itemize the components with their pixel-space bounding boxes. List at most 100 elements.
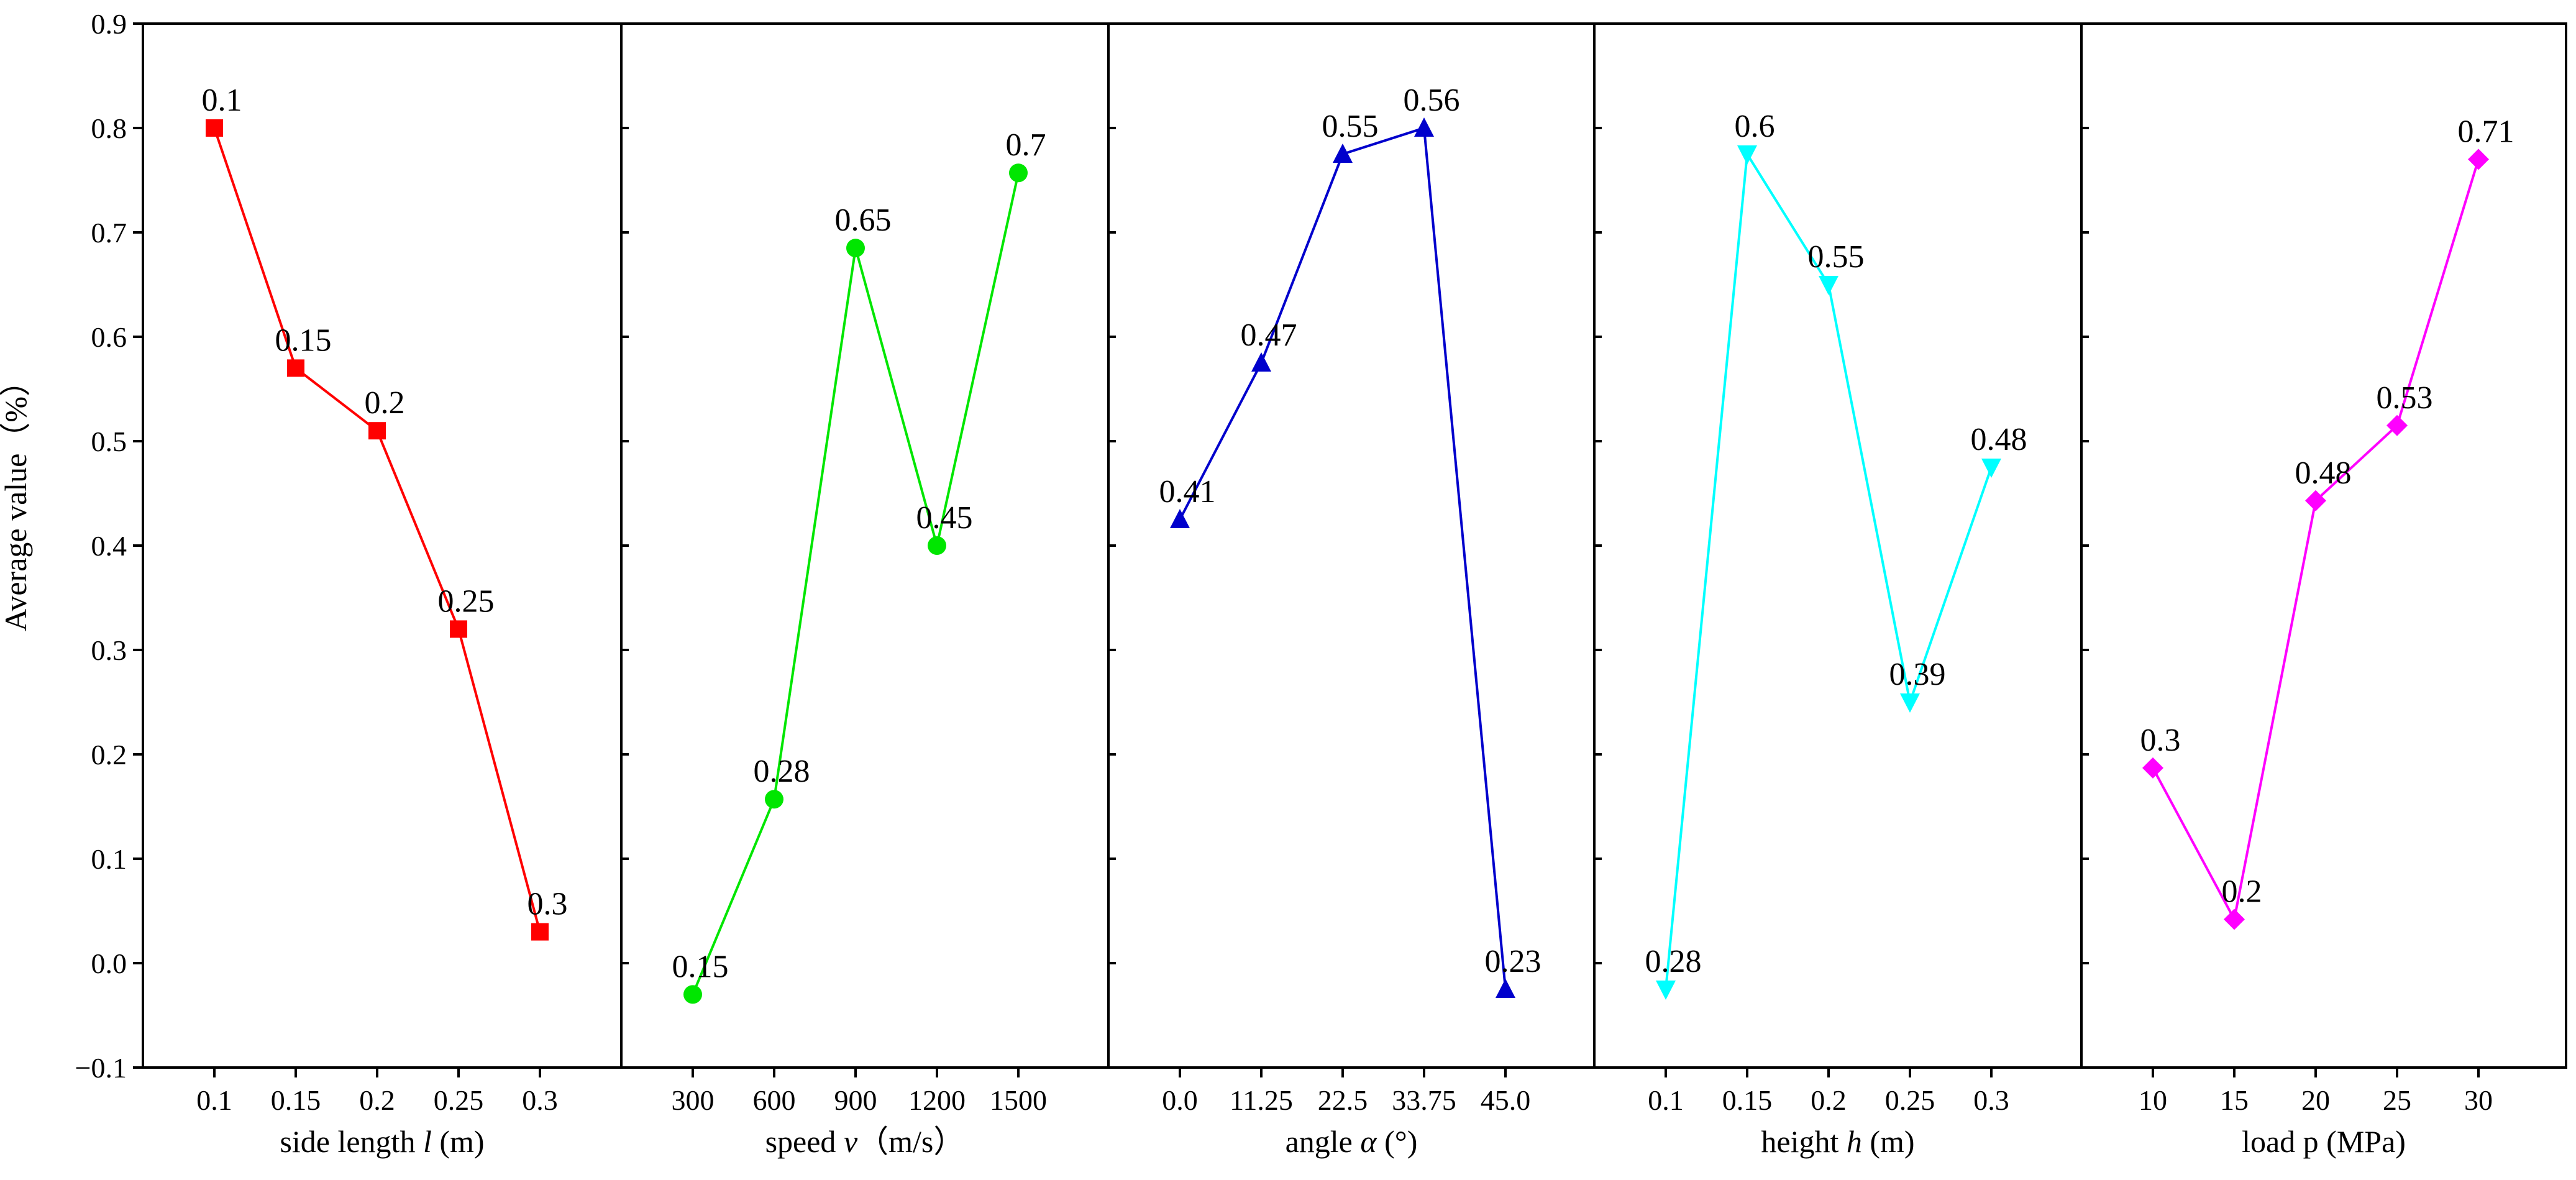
x-axis-title: angle α (°) bbox=[1286, 1124, 1418, 1159]
x-axis-title: height h (m) bbox=[1761, 1124, 1914, 1159]
x-tick-label: 25 bbox=[2383, 1084, 2411, 1116]
x-tick-label: 30 bbox=[2464, 1084, 2493, 1116]
data-label: 0.28 bbox=[754, 754, 810, 789]
data-point bbox=[450, 620, 467, 638]
data-point bbox=[683, 985, 702, 1004]
data-point bbox=[531, 923, 549, 941]
data-label: 0.45 bbox=[916, 500, 973, 536]
data-label: 0.47 bbox=[1241, 318, 1297, 353]
data-point bbox=[1496, 979, 1515, 998]
data-label: 0.6 bbox=[1735, 109, 1775, 144]
data-point bbox=[1656, 981, 1676, 1000]
data-label: 0.7 bbox=[1006, 127, 1046, 163]
x-tick-label: 45.0 bbox=[1481, 1084, 1531, 1116]
panels: 0.1 0.15 0.2 0.25 0.3 side length l (m) 0.1 0.1… bbox=[142, 22, 2567, 1159]
data-label: 0.56 bbox=[1404, 83, 1460, 118]
data-label: 0.3 bbox=[528, 887, 568, 922]
data-label: 0.2 bbox=[365, 385, 405, 421]
y-tick-label: 0.6 bbox=[91, 321, 127, 353]
data-label: 0.65 bbox=[835, 203, 892, 238]
x-tick-label: 20 bbox=[2301, 1084, 2330, 1116]
x-axis-title: side length l (m) bbox=[280, 1124, 484, 1159]
data-label: 0.2 bbox=[2222, 874, 2262, 909]
x-axis-title: speed v（m/s） bbox=[765, 1124, 965, 1159]
data-label: 0.28 bbox=[1645, 944, 1702, 979]
data-point bbox=[1414, 117, 1434, 137]
data-point bbox=[1170, 509, 1190, 528]
y-tick-label: 0.4 bbox=[91, 530, 127, 562]
x-tick-label: 0.15 bbox=[271, 1084, 321, 1116]
data-point bbox=[1981, 459, 2001, 478]
y-tick-label: 0.3 bbox=[91, 634, 127, 666]
x-tick-label: 11.25 bbox=[1230, 1084, 1293, 1116]
data-label: 0.53 bbox=[2377, 380, 2433, 416]
data-label: 0.15 bbox=[672, 949, 729, 984]
data-point bbox=[2386, 414, 2408, 436]
data-point bbox=[2142, 757, 2163, 779]
data-label: 0.71 bbox=[2458, 114, 2514, 149]
data-label: 0.15 bbox=[275, 322, 332, 358]
panel-5: 10 15 20 25 30 load p (MPa) 0.3 0.2 0.48 0.53 0.71 bbox=[2080, 22, 2567, 1159]
y-tick-label: 0.1 bbox=[91, 843, 127, 875]
y-tick-label: 0.9 bbox=[91, 8, 127, 40]
data-point bbox=[2468, 149, 2489, 170]
data-point bbox=[765, 790, 783, 809]
x-tick-label: 0.2 bbox=[1811, 1084, 1847, 1116]
data-point bbox=[2305, 490, 2326, 511]
x-tick-label: 22.5 bbox=[1318, 1084, 1368, 1116]
data-label: 0.55 bbox=[1322, 109, 1379, 144]
y-tick-label: −0.1 bbox=[75, 1052, 127, 1084]
y-tick-label: 0.2 bbox=[91, 739, 127, 771]
data-point bbox=[1251, 352, 1271, 372]
y-axis-title: Average value（%） bbox=[0, 365, 33, 631]
x-tick-label: 0.1 bbox=[1648, 1084, 1684, 1116]
data-point bbox=[1900, 693, 1920, 713]
x-tick-label: 1200 bbox=[908, 1084, 966, 1116]
data-point bbox=[1819, 276, 1838, 295]
x-tick-label: 1500 bbox=[990, 1084, 1047, 1116]
x-tick-label: 600 bbox=[753, 1084, 796, 1116]
x-tick-label: 10 bbox=[2139, 1084, 2167, 1116]
data-label: 0.25 bbox=[438, 583, 495, 619]
panel-1: 0.1 0.15 0.2 0.25 0.3 side length l (m) 0.1 0.1… bbox=[142, 22, 623, 1159]
data-label: 0.23 bbox=[1485, 944, 1541, 979]
data-label: 0.55 bbox=[1808, 239, 1865, 275]
x-tick-label: 900 bbox=[834, 1084, 877, 1116]
data-point bbox=[287, 359, 304, 377]
x-tick-label: 33.75 bbox=[1392, 1084, 1456, 1116]
y-tick-label: 0.5 bbox=[91, 426, 127, 457]
x-tick-label: 0.3 bbox=[522, 1084, 558, 1116]
x-tick-label: 15 bbox=[2220, 1084, 2249, 1116]
data-point bbox=[206, 119, 223, 137]
x-tick-label: 0.2 bbox=[359, 1084, 395, 1116]
data-point bbox=[2224, 908, 2245, 930]
y-tick-label: 0.7 bbox=[91, 217, 127, 249]
data-label: 0.39 bbox=[1889, 657, 1946, 692]
x-tick-label: 0.0 bbox=[1162, 1084, 1198, 1116]
data-point bbox=[368, 422, 386, 440]
y-tick-label: 0.8 bbox=[91, 112, 127, 144]
x-tick-label: 0.3 bbox=[1973, 1084, 2009, 1116]
x-axis-title: load p (MPa) bbox=[2242, 1124, 2406, 1159]
x-tick-label: 0.15 bbox=[1722, 1084, 1773, 1116]
y-axis: 0.9 0.8 0.7 0.6 0.5 0.4 0.3 0.2 0.1 0.0 −0.1 bbox=[75, 8, 143, 1084]
data-label: 0.41 bbox=[1159, 474, 1216, 510]
x-tick-label: 300 bbox=[672, 1084, 715, 1116]
data-point bbox=[846, 239, 865, 258]
x-tick-label: 0.1 bbox=[196, 1084, 232, 1116]
y-tick-label: 0.0 bbox=[91, 948, 127, 979]
data-label: 0.48 bbox=[2295, 455, 2352, 491]
x-tick-label: 0.25 bbox=[434, 1084, 484, 1116]
data-label: 0.3 bbox=[2140, 723, 2181, 758]
data-label: 0.1 bbox=[202, 83, 242, 118]
data-label: 0.48 bbox=[1971, 422, 2027, 457]
data-point bbox=[1009, 163, 1028, 183]
data-point bbox=[928, 536, 946, 555]
x-tick-label: 0.25 bbox=[1885, 1084, 1935, 1116]
data-point bbox=[1333, 144, 1353, 163]
data-point bbox=[1737, 145, 1757, 165]
panel-3: 0.0 11.25 22.5 33.75 45.0 angle α (°) 0.41 0.47… bbox=[1107, 22, 1596, 1159]
